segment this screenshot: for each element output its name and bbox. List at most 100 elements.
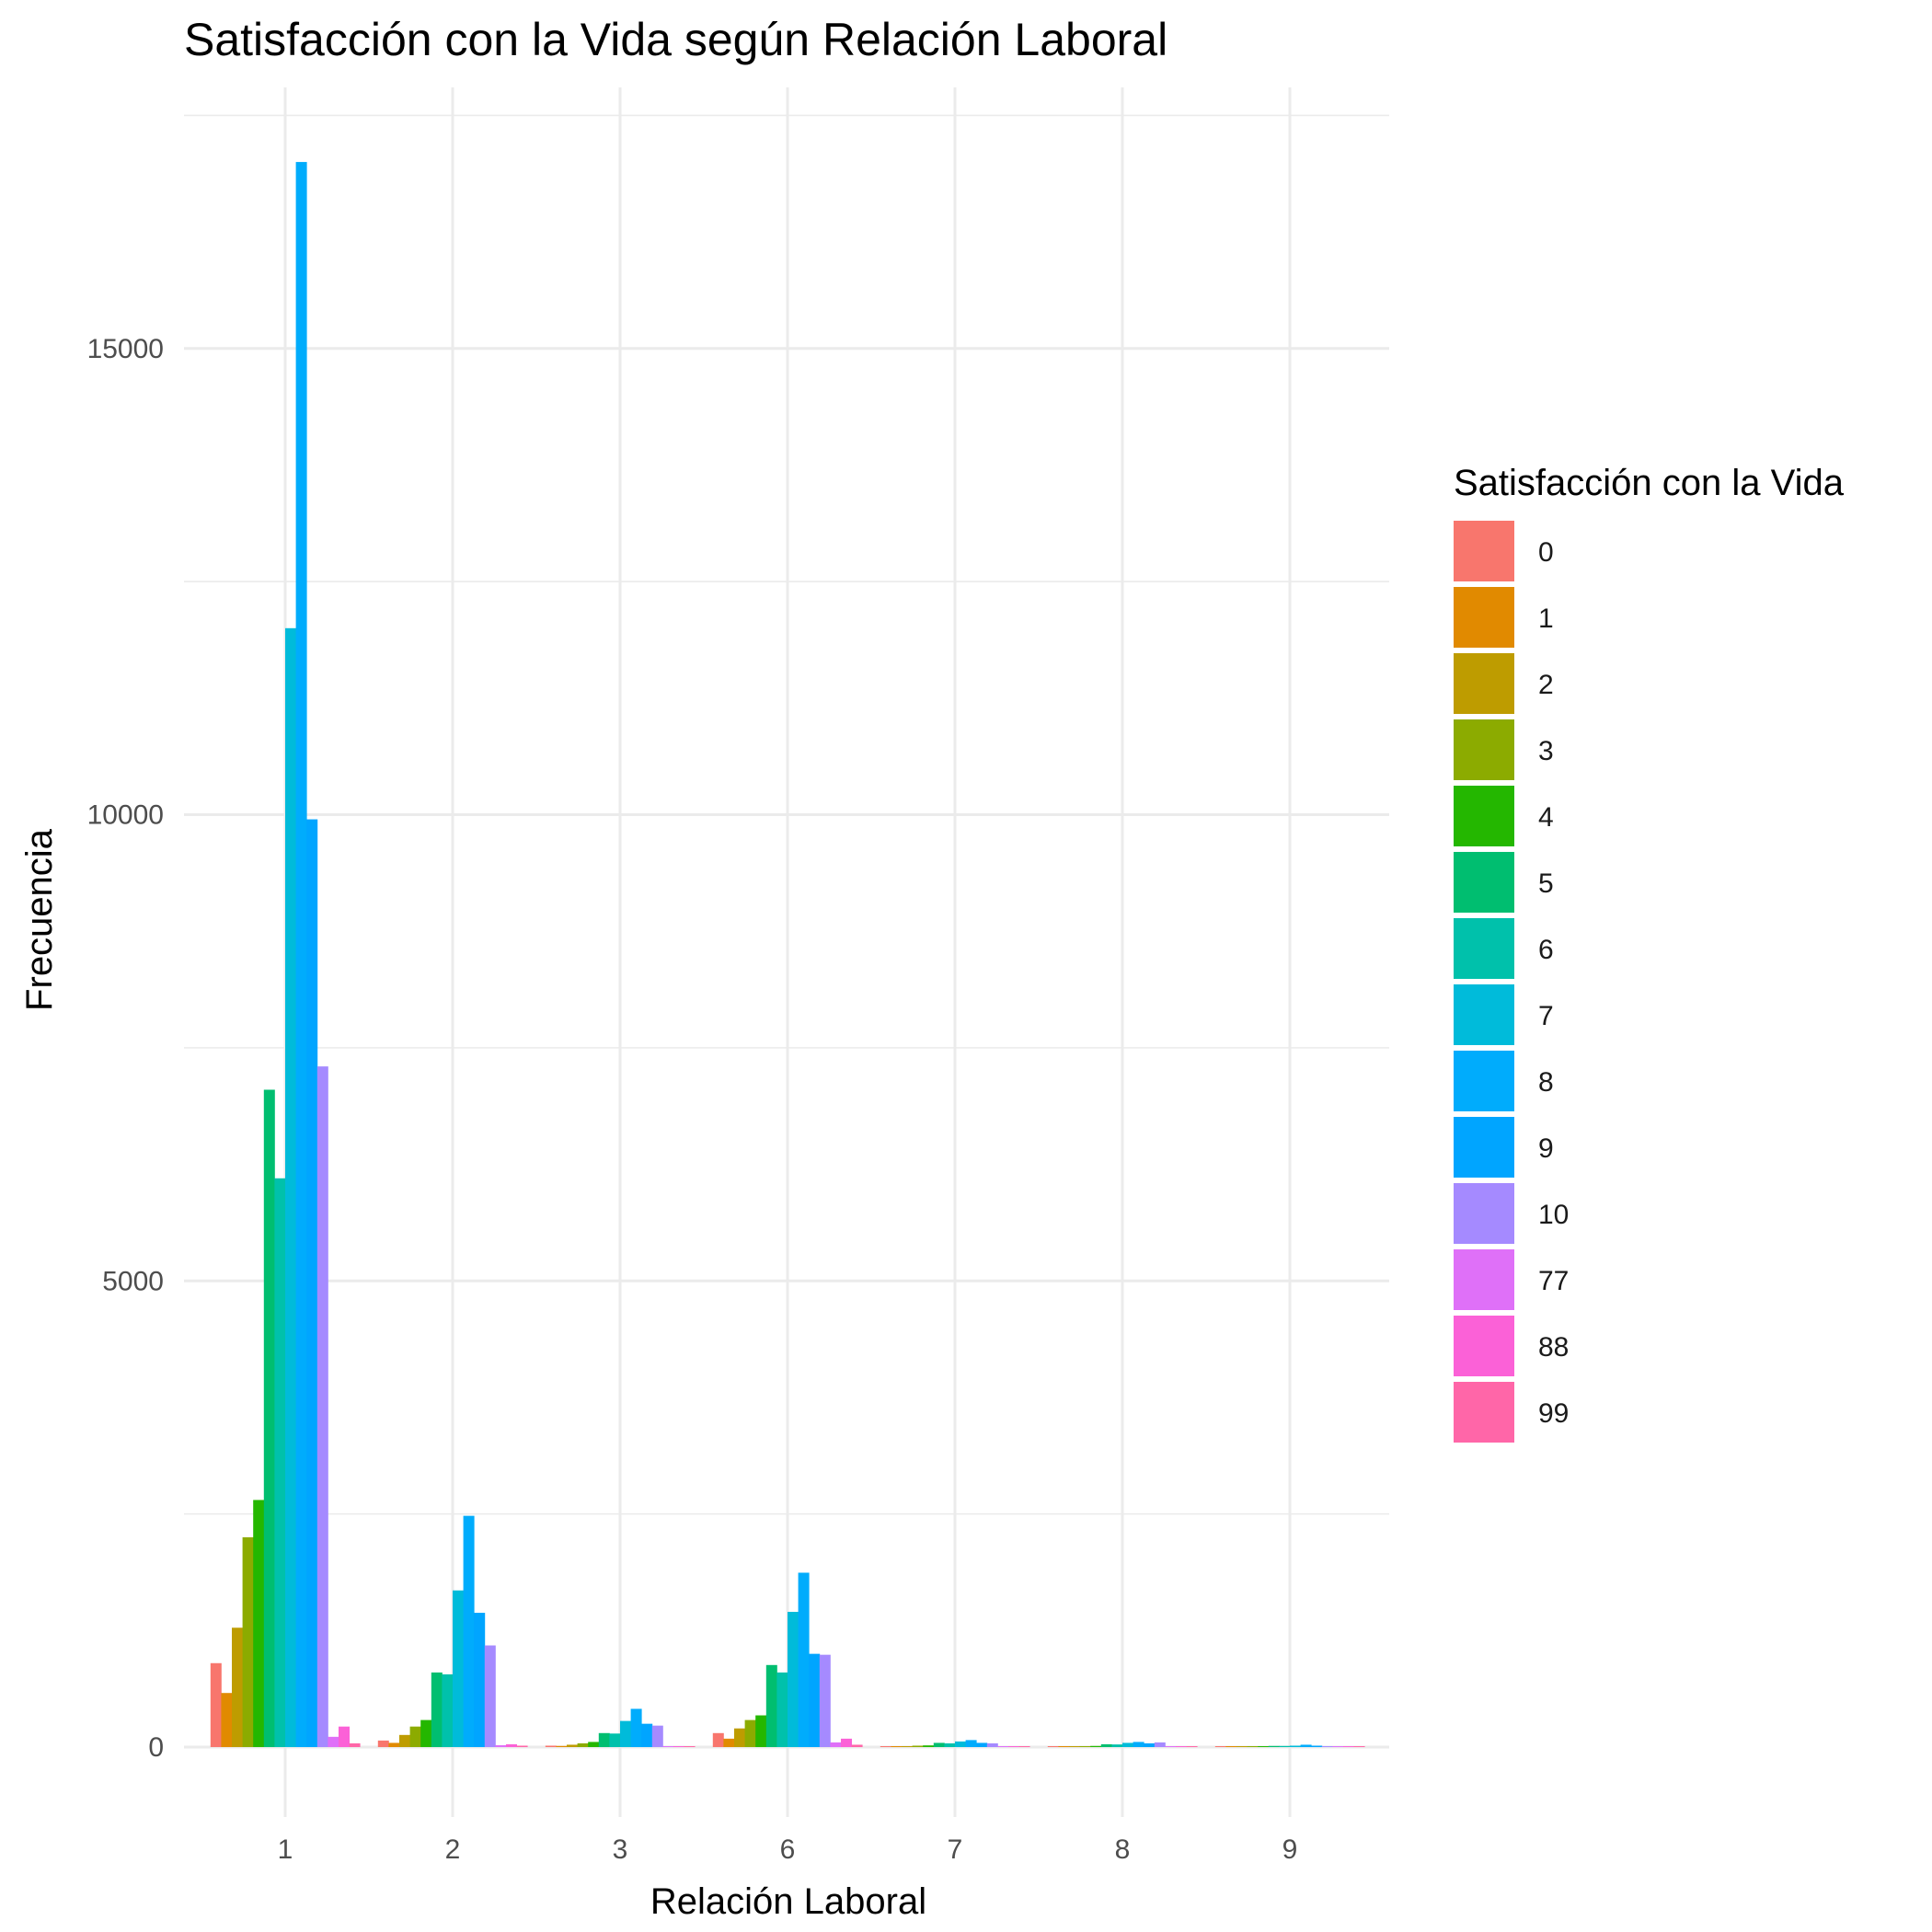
bar [776,1672,788,1747]
bar [1018,1745,1030,1747]
legend-key [1454,1117,1514,1178]
bar [306,819,318,1747]
bar [986,1742,998,1747]
y-tick-label: 0 [148,1732,164,1763]
x-tick-label: 9 [1282,1834,1298,1865]
bar [851,1744,863,1747]
bar [1058,1745,1070,1747]
bar [923,1745,935,1747]
bar [1111,1744,1123,1747]
bar [232,1627,243,1747]
x-tick-labels: 1 2 3 6 7 8 9 [278,1834,1298,1865]
bar [377,1740,389,1747]
bar [944,1742,956,1747]
bar [1176,1745,1187,1747]
x-tick-label: 2 [445,1834,461,1865]
bar [556,1745,568,1747]
legend-key [1454,1051,1514,1111]
bar [880,1745,891,1747]
bar [976,1742,988,1747]
bars [210,162,1365,1747]
legend-label: 2 [1538,670,1554,700]
bar [809,1653,821,1747]
bar [328,1736,339,1747]
legend-items: 0 1 2 3 4 5 6 7 8 9 10 77 88 99 [1454,521,1569,1443]
legend-label: 77 [1538,1266,1569,1296]
bar [662,1745,674,1747]
bar [712,1732,724,1747]
bar [295,162,307,1747]
legend-label: 88 [1538,1332,1569,1363]
legend-label: 10 [1538,1200,1569,1230]
bar [442,1673,454,1747]
bar [755,1715,767,1747]
bar [912,1745,924,1747]
bar [1069,1745,1080,1747]
grid [184,87,1389,1817]
bar [609,1733,621,1747]
y-tick-label: 5000 [102,1266,164,1296]
bar [841,1738,852,1747]
bar [1236,1745,1248,1747]
bar [1353,1745,1365,1747]
bar [1214,1745,1226,1747]
legend-key [1454,918,1514,979]
y-axis-title: Frecuencia [19,828,60,1011]
bar [506,1743,517,1747]
legend-key [1454,719,1514,780]
legend-label: 5 [1538,868,1554,899]
legend-label: 9 [1538,1133,1554,1164]
bar [567,1744,578,1747]
x-axis-title: Relación Laboral [650,1881,926,1922]
bar [1154,1742,1166,1747]
bar [997,1745,1009,1747]
y-tick-labels: 0 5000 10000 15000 [87,334,164,1763]
bar [1144,1742,1156,1747]
bar [349,1742,361,1747]
bar [1290,1745,1301,1747]
legend-key [1454,1316,1514,1376]
legend-label: 3 [1538,736,1554,766]
bar [495,1744,507,1747]
bar [734,1728,745,1747]
bar [409,1726,421,1747]
legend-key [1454,1249,1514,1310]
legend-key [1454,653,1514,714]
bar [339,1726,350,1747]
bar [798,1572,810,1747]
bar [263,1089,275,1747]
x-tick-label: 3 [613,1834,628,1865]
x-tick-label: 1 [278,1834,293,1865]
legend-label: 8 [1538,1067,1554,1098]
bar [1047,1745,1059,1747]
y-tick-label: 15000 [87,334,164,364]
bar [1008,1745,1019,1747]
legend-label: 0 [1538,537,1554,568]
bar [1268,1745,1280,1747]
bar [1100,1743,1112,1747]
bar [891,1745,903,1747]
bar [598,1732,610,1747]
bar [620,1720,631,1747]
bar [819,1654,831,1747]
bar [1300,1744,1312,1747]
x-tick-label: 7 [948,1834,963,1865]
bar [588,1742,600,1747]
bar [1311,1745,1323,1747]
bar [902,1745,913,1747]
bar [955,1741,966,1747]
bar [516,1745,528,1747]
x-tick-label: 8 [1115,1834,1131,1865]
bar [545,1745,557,1747]
bar [463,1515,475,1747]
bar [1258,1745,1270,1747]
bar [399,1734,410,1747]
bar [431,1672,443,1747]
bar [1279,1745,1291,1747]
bar [630,1708,642,1747]
bar [933,1742,945,1747]
bar [641,1723,653,1747]
bar [1165,1745,1177,1747]
bar [1332,1745,1344,1747]
